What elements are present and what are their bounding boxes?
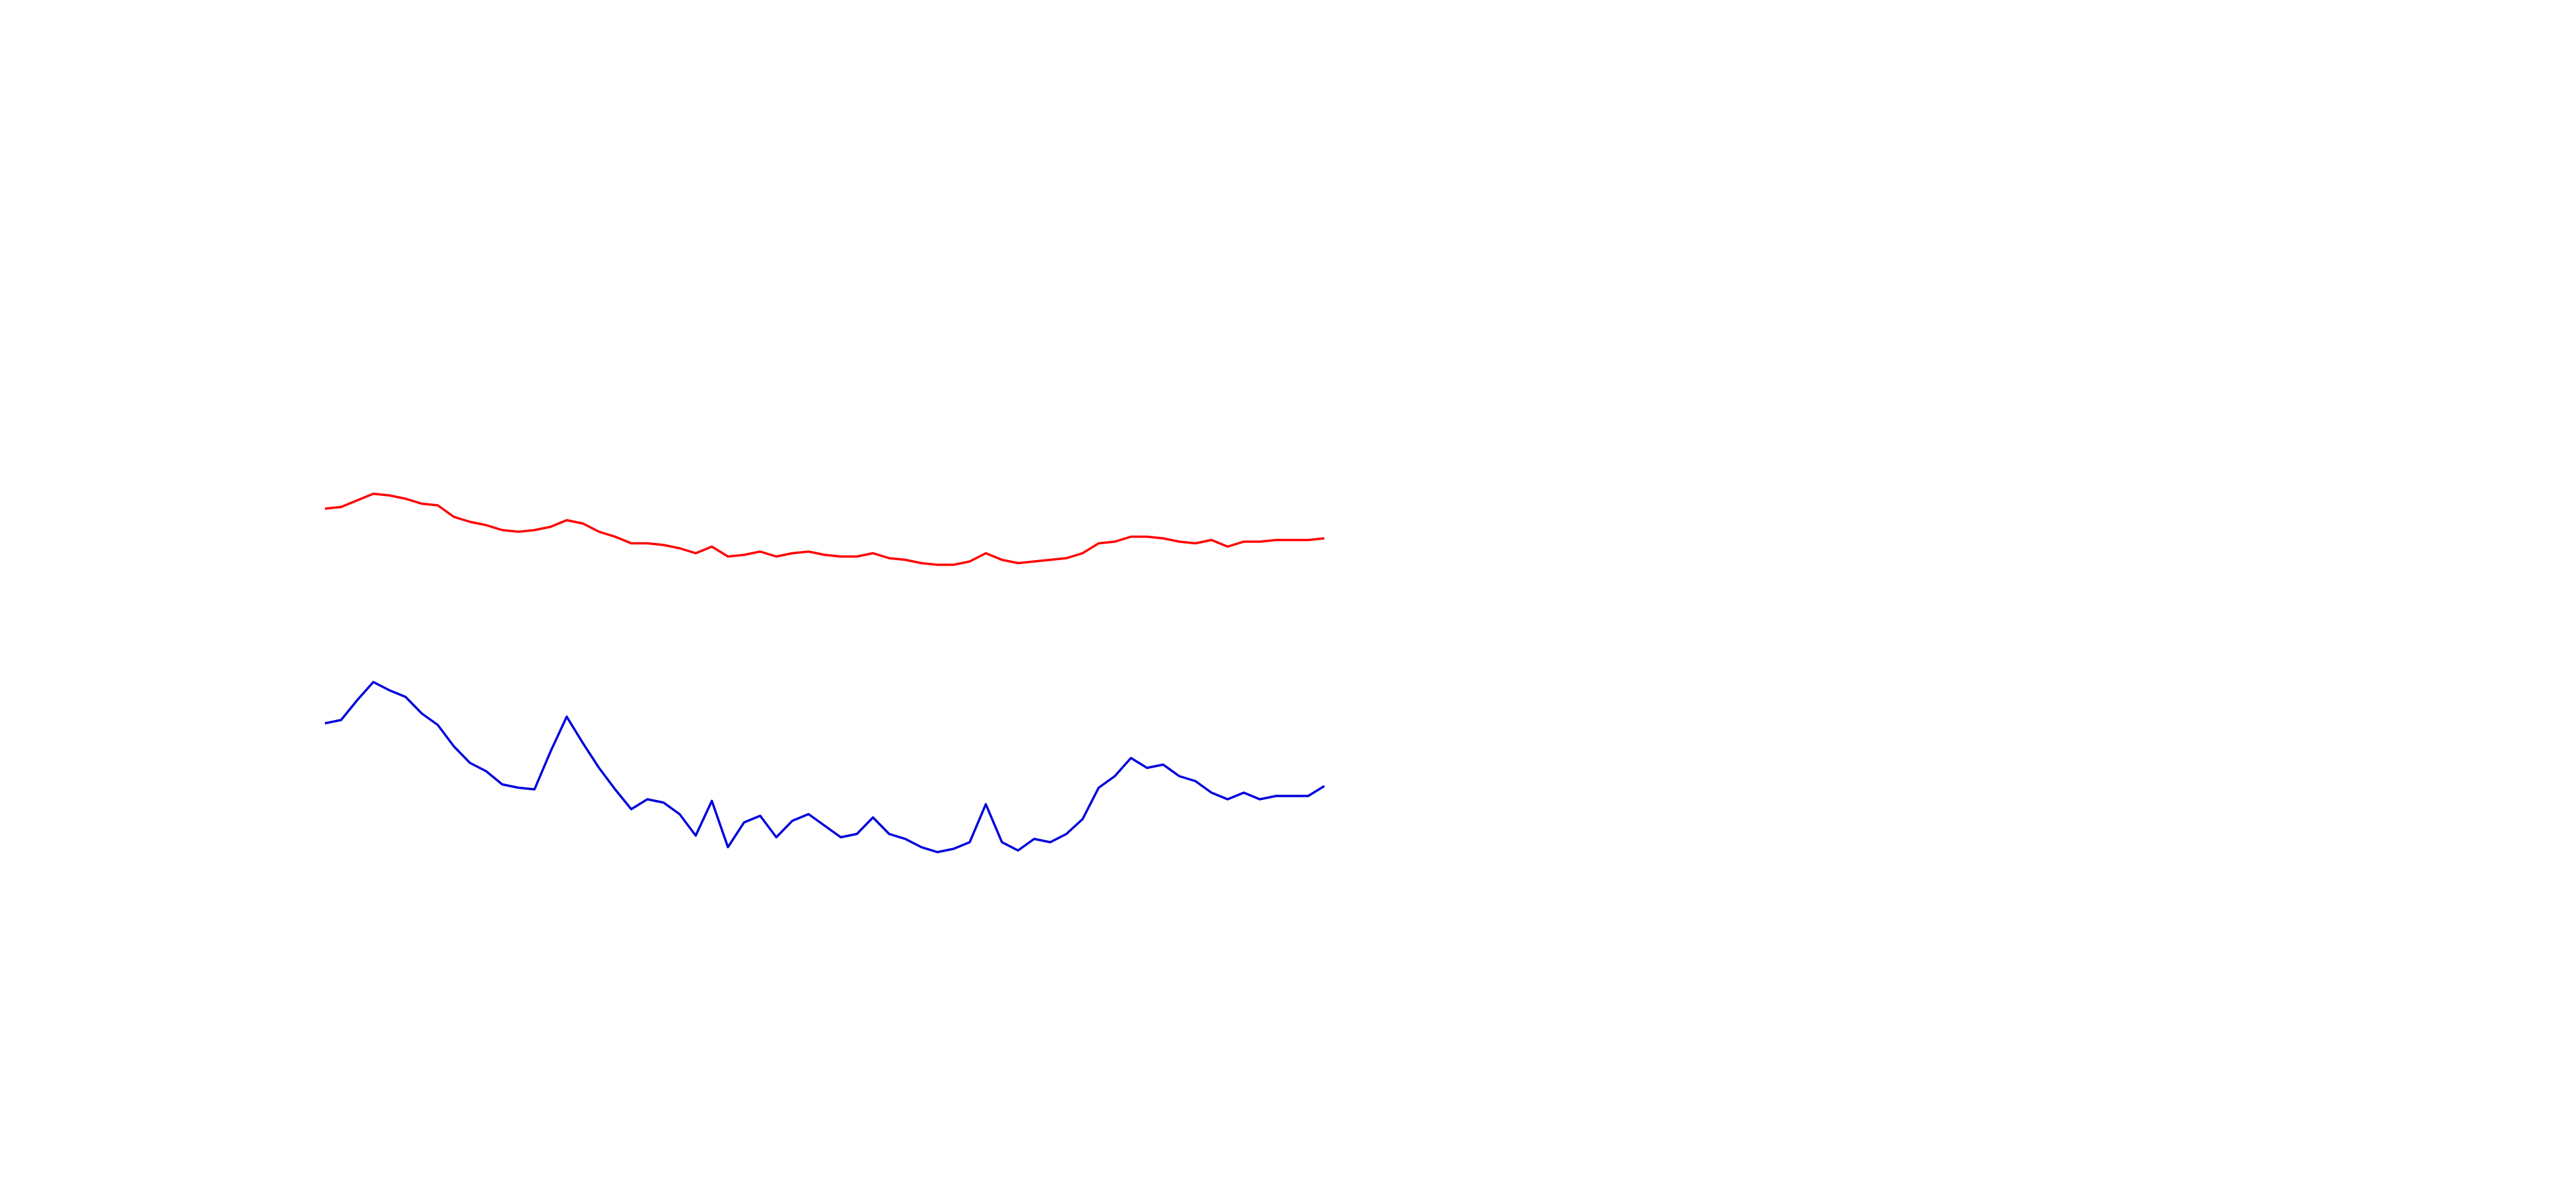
line-series bbox=[324, 492, 1325, 566]
line-series bbox=[324, 680, 1325, 853]
